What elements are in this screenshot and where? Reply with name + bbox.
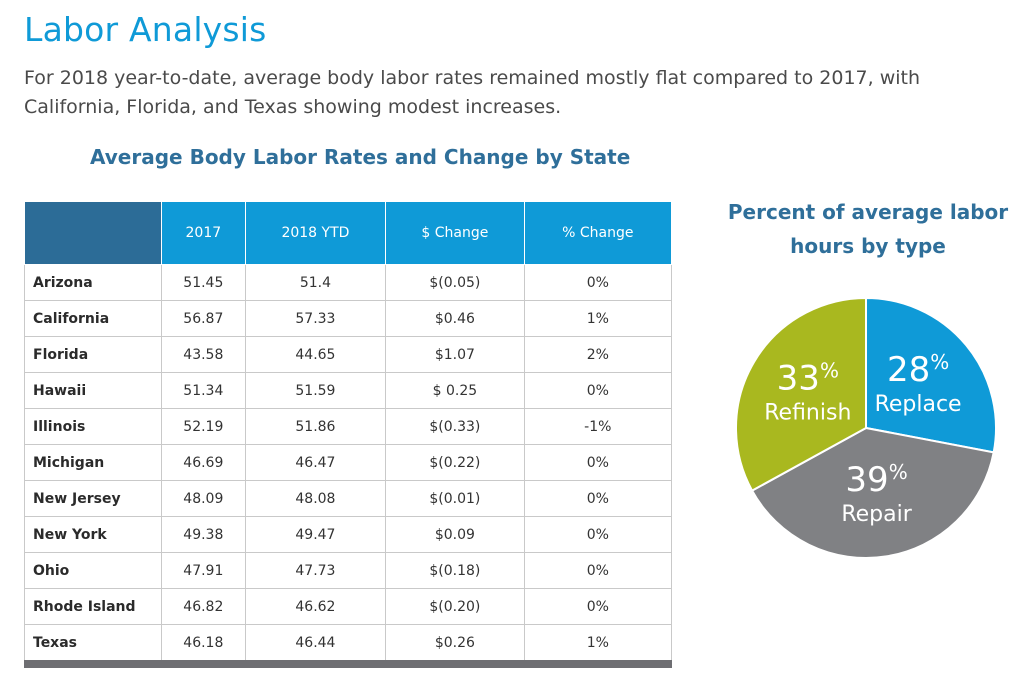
- table-row: Ohio 47.91 47.73 $(0.18) 0%: [24, 552, 673, 589]
- state-cell: Ohio: [24, 552, 162, 589]
- table-row: Florida 43.58 44.65 $1.07 2%: [24, 336, 673, 373]
- header-2018-ytd: 2018 YTD: [244, 201, 387, 265]
- table-row: Arizona 51.45 51.4 $(0.05) 0%: [24, 264, 673, 301]
- state-cell: New Jersey: [24, 480, 162, 517]
- rate-2018-ytd-cell: 49.47: [245, 516, 387, 553]
- dollar-change-cell: $(0.33): [385, 408, 525, 445]
- percent-change-cell: 0%: [524, 480, 673, 517]
- pie-category-repair: Repair: [841, 502, 912, 527]
- table-row: Rhode Island 46.82 46.62 $(0.20) 0%: [24, 588, 673, 625]
- labor-hours-pie-chart: 28%Replace 39%Repair 33%Refinish: [735, 296, 997, 559]
- dollar-change-cell: $0.09: [385, 516, 525, 553]
- percent-change-cell: 0%: [524, 264, 673, 301]
- rate-2017-cell: 43.58: [161, 336, 246, 373]
- table-row: Michigan 46.69 46.47 $(0.22) 0%: [24, 444, 673, 481]
- pie-label-replace: 28%Replace: [875, 350, 962, 417]
- pie-slice-replace: [865, 296, 997, 454]
- rate-2017-cell: 46.69: [161, 444, 246, 481]
- state-cell: Arizona: [24, 264, 162, 301]
- dollar-change-cell: $(0.18): [385, 552, 525, 589]
- pie-value-replace: 28%: [887, 350, 949, 390]
- dollar-change-cell: $1.07: [385, 336, 525, 373]
- labor-rates-table: 2017 2018 YTD $ Change % Change Arizona 5…: [24, 201, 673, 668]
- header-dollar-change: $ Change: [385, 201, 525, 265]
- pie-slice-refinish: [735, 296, 867, 492]
- percent-change-cell: 1%: [524, 300, 673, 337]
- state-cell: Texas: [24, 624, 162, 668]
- percent-change-cell: 0%: [524, 516, 673, 553]
- table-header-row: 2017 2018 YTD $ Change % Change: [24, 201, 673, 265]
- header-percent-change: % Change: [523, 201, 673, 265]
- intro-paragraph: For 2018 year-to-date, average body labo…: [24, 67, 921, 118]
- dollar-change-cell: $(0.01): [385, 480, 525, 517]
- rate-2018-ytd-cell: 51.86: [245, 408, 387, 445]
- pie-label-refinish: 33%Refinish: [764, 359, 851, 426]
- percent-change-cell: 0%: [524, 552, 673, 589]
- pie-title: Percent of average labor hours by type: [727, 200, 1009, 258]
- rate-2017-cell: 46.18: [161, 624, 246, 668]
- table-row: Hawaii 51.34 51.59 $ 0.25 0%: [24, 372, 673, 409]
- percent-change-cell: -1%: [524, 408, 673, 445]
- rate-2017-cell: 51.45: [161, 264, 246, 301]
- dollar-change-cell: $0.26: [385, 624, 525, 668]
- percent-change-cell: 2%: [524, 336, 673, 373]
- rate-2017-cell: 49.38: [161, 516, 246, 553]
- rate-2018-ytd-cell: 46.47: [245, 444, 387, 481]
- pie-slice-repair: [750, 426, 995, 559]
- table-row: New York 49.38 49.47 $0.09 0%: [24, 516, 673, 553]
- dollar-change-cell: $ 0.25: [385, 372, 525, 409]
- rate-2017-cell: 56.87: [161, 300, 246, 337]
- state-cell: Florida: [24, 336, 162, 373]
- rate-2018-ytd-cell: 47.73: [245, 552, 387, 589]
- rate-2017-cell: 48.09: [161, 480, 246, 517]
- pie-value-repair: 39%: [845, 460, 907, 500]
- percent-change-cell: 0%: [524, 372, 673, 409]
- page-title: Labor Analysis: [24, 10, 267, 49]
- dollar-change-cell: $0.46: [385, 300, 525, 337]
- table-row: New Jersey 48.09 48.08 $(0.01) 0%: [24, 480, 673, 517]
- rate-2018-ytd-cell: 44.65: [245, 336, 387, 373]
- rate-2017-cell: 47.91: [161, 552, 246, 589]
- rate-2018-ytd-cell: 57.33: [245, 300, 387, 337]
- header-2017: 2017: [161, 201, 246, 265]
- pie-value-refinish: 33%: [777, 359, 839, 399]
- table-title: Average Body Labor Rates and Change by S…: [90, 145, 631, 169]
- rate-2018-ytd-cell: 51.4: [245, 264, 387, 301]
- table-row: Texas 46.18 46.44 $0.26 1%: [24, 624, 673, 668]
- rate-2018-ytd-cell: 46.44: [245, 624, 387, 668]
- percent-change-cell: 1%: [524, 624, 673, 668]
- state-cell: California: [24, 300, 162, 337]
- pie-label-repair: 39%Repair: [841, 460, 912, 527]
- rate-2017-cell: 46.82: [161, 588, 246, 625]
- rate-2018-ytd-cell: 51.59: [245, 372, 387, 409]
- rate-2017-cell: 51.34: [161, 372, 246, 409]
- state-cell: Rhode Island: [24, 588, 162, 625]
- state-cell: Michigan: [24, 444, 162, 481]
- pie-category-refinish: Refinish: [764, 401, 851, 426]
- percent-change-cell: 0%: [524, 588, 673, 625]
- header-corner-cell: [24, 201, 162, 265]
- table-row: California 56.87 57.33 $0.46 1%: [24, 300, 673, 337]
- dollar-change-cell: $(0.05): [385, 264, 525, 301]
- table-body: Arizona 51.45 51.4 $(0.05) 0% California 56.87…: [24, 264, 673, 668]
- table-row: Illinois 52.19 51.86 $(0.33) -1%: [24, 408, 673, 445]
- percent-change-cell: 0%: [524, 444, 673, 481]
- state-cell: Illinois: [24, 408, 162, 445]
- dollar-change-cell: $(0.22): [385, 444, 525, 481]
- dollar-change-cell: $(0.20): [385, 588, 525, 625]
- state-cell: New York: [24, 516, 162, 553]
- rate-2017-cell: 52.19: [161, 408, 246, 445]
- rate-2018-ytd-cell: 46.62: [245, 588, 387, 625]
- pie-category-replace: Replace: [875, 392, 962, 417]
- rate-2018-ytd-cell: 48.08: [245, 480, 387, 517]
- state-cell: Hawaii: [24, 372, 162, 409]
